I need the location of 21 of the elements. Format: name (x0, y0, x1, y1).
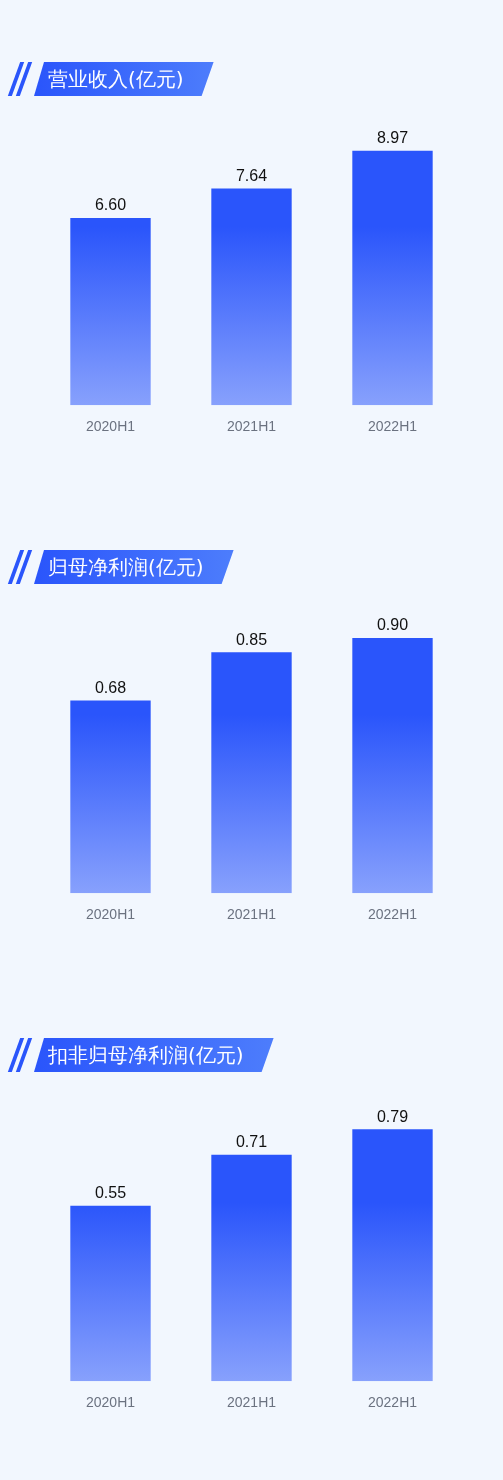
x-tick-label: 2020H1 (85, 418, 136, 435)
x-tick-label: 2020H1 (85, 1394, 136, 1411)
data-label: 0.68 (94, 678, 127, 696)
data-label: 0.85 (235, 630, 268, 648)
x-tick-label: 2021H1 (226, 418, 277, 435)
data-label: 0.71 (235, 1133, 268, 1151)
chart-title: 扣非归母净利润(亿元) (34, 1038, 274, 1072)
x-tick-label: 2022H1 (367, 1394, 418, 1411)
chart-title: 营业收入(亿元) (34, 62, 214, 96)
x-tick-label: 2020H1 (85, 906, 136, 923)
data-label: 6.60 (94, 196, 127, 214)
data-label: 0.55 (94, 1184, 127, 1202)
data-label: 8.97 (376, 129, 409, 147)
data-label: 0.79 (376, 1107, 409, 1125)
x-tick-label: 2022H1 (367, 418, 418, 435)
data-label: 0.90 (376, 616, 409, 634)
chart-title: 归母净利润(亿元) (34, 550, 234, 584)
x-tick-label: 2021H1 (226, 1394, 277, 1411)
x-tick-label: 2021H1 (226, 906, 277, 923)
x-tick-label: 2022H1 (367, 906, 418, 923)
data-label: 7.64 (235, 166, 268, 184)
